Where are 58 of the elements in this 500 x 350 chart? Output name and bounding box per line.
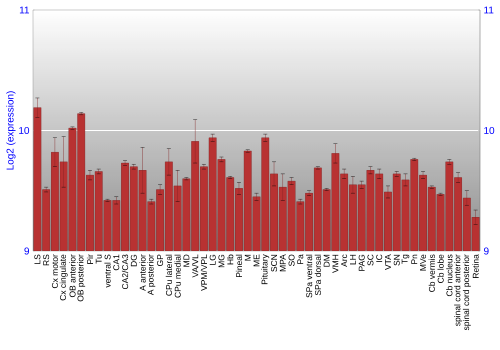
x-tick-label: MD	[183, 254, 190, 267]
x-tick-label: SPa ventral	[306, 254, 312, 298]
x-tick-label: DM	[324, 254, 330, 267]
x-tick-label: Hb	[227, 254, 234, 264]
y2-tick-label: 10	[484, 126, 494, 134]
y2-tick-label: 9	[484, 247, 489, 255]
x-tick-label: CPu medial	[174, 254, 181, 298]
x-tick-label: spinal cord anterior	[454, 254, 462, 326]
x-tick-label: PAG	[358, 254, 365, 271]
x-tick-label: CPu lateral	[166, 254, 172, 296]
x-tick-label: Cb nucleus	[446, 254, 452, 296]
x-tick-label: SPa dorsal	[314, 254, 321, 296]
x-tick-label: Pineal	[236, 254, 242, 278]
x-tick-label: Pir	[86, 254, 94, 264]
x-tick-label: VPM/VPL	[200, 254, 208, 291]
x-tick-label: Pituitary	[261, 254, 270, 284]
x-tick-label: Pa	[297, 254, 304, 264]
x-tick-label: MPA	[280, 254, 286, 272]
x-tick-label: RS	[43, 254, 50, 266]
x-tick-label: M	[244, 254, 251, 261]
x-tick-label: DG	[130, 254, 137, 266]
x-tick-label: OB anterior	[69, 254, 76, 298]
y-axis-title: Log2 (expression)	[6, 91, 16, 170]
x-tick-label: OB posterior	[77, 254, 86, 302]
x-tick-label: SCN	[271, 254, 278, 272]
x-tick-label: SN	[394, 254, 400, 266]
x-tick-label: LH	[350, 254, 356, 264]
x-tick-label: Cb lobe	[437, 254, 444, 283]
x-tick-label: LG	[210, 254, 216, 265]
y2-tick-label: 11	[484, 6, 494, 14]
y-tick-label: 9	[24, 247, 30, 255]
x-tick-label: Retina	[472, 254, 479, 278]
x-tick-label: MVe	[420, 254, 426, 270]
x-tick-label: IC	[376, 254, 382, 262]
x-tick-label: ventral S	[104, 254, 111, 288]
y-tick-label: 10	[19, 126, 30, 134]
x-tick-label: Cb vermis	[428, 254, 435, 292]
x-tick-label: Arc	[341, 254, 348, 267]
x-tick-label: SO	[288, 254, 295, 266]
x-tick-label: VMH	[332, 254, 338, 273]
x-tick-label: VA/VL	[192, 254, 198, 278]
x-tick-label: Cx motor	[52, 254, 58, 288]
x-tick-label: LS	[34, 254, 40, 264]
y-tick-label: 11	[20, 6, 29, 14]
x-tick-label: VTA	[385, 254, 391, 270]
x-tick-label: A posterior	[147, 254, 156, 296]
x-tick-label: GP	[157, 254, 164, 266]
x-tick-label: Tg	[402, 254, 410, 264]
x-tick-label: SC	[367, 254, 374, 266]
x-tick-label: MG	[218, 254, 224, 268]
x-tick-label: CA1	[113, 254, 120, 270]
x-tick-label: CA2/CA3	[122, 254, 128, 290]
x-tick-label: Pn	[411, 254, 418, 264]
x-tick-label: Cx cingulate	[60, 254, 68, 300]
x-tick-label: ME	[254, 254, 260, 266]
x-tick-label: spinal cord posterior	[462, 254, 471, 330]
x-tick-label: A anterior	[139, 254, 146, 291]
x-tick-label: Tu	[96, 254, 102, 264]
